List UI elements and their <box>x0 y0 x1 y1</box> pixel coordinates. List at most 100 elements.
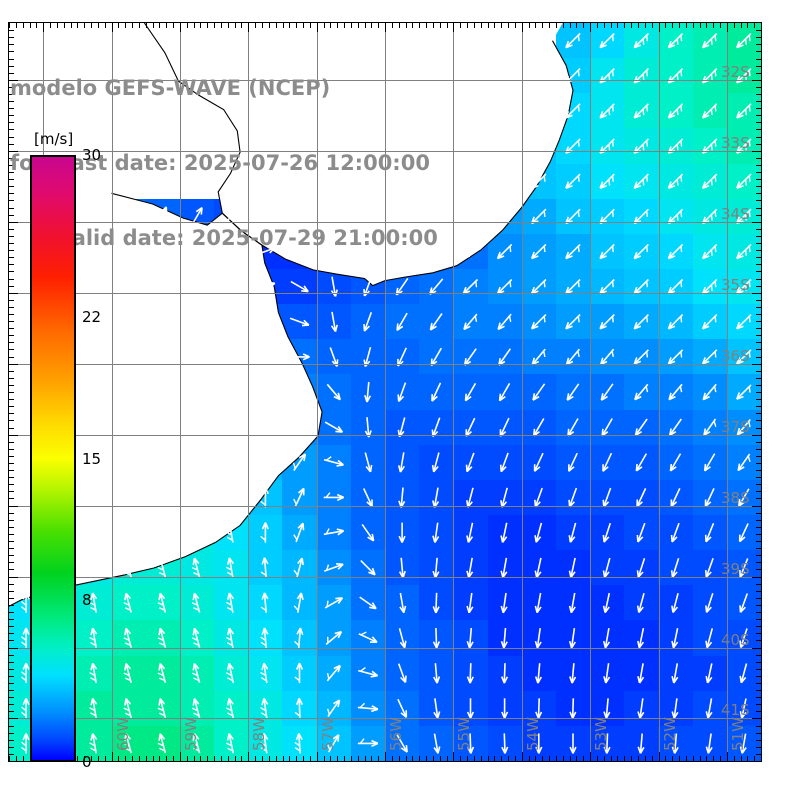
wind-barb <box>671 698 679 719</box>
y-tick-left <box>9 640 14 642</box>
x-tick-top <box>514 23 516 28</box>
x-tick-top <box>282 23 284 28</box>
x-tick-top <box>726 23 728 32</box>
y-tick-left <box>9 505 18 507</box>
y-tick-left <box>9 470 14 472</box>
wind-barb <box>323 492 345 502</box>
wind-barb <box>396 312 408 332</box>
y-tick-right <box>752 505 761 507</box>
coastline-path <box>143 23 574 287</box>
wind-barb <box>259 382 271 402</box>
wind-barb <box>670 557 680 578</box>
wind-barb <box>123 416 132 438</box>
wind-barb <box>599 243 615 260</box>
y-tick-right <box>756 682 761 684</box>
x-tick-top <box>432 23 434 28</box>
x-tick-top <box>43 23 45 32</box>
x-tick-top <box>569 23 571 28</box>
x-tick-bottom <box>555 756 557 761</box>
y-tick-right <box>756 392 761 393</box>
colorbar-tick-label: 15 <box>82 449 102 468</box>
x-tick-top <box>193 23 195 28</box>
y-axis-label: 40S <box>721 630 750 649</box>
x-tick-bottom <box>391 756 393 761</box>
y-tick-right <box>756 271 761 273</box>
x-tick-top <box>173 23 175 28</box>
y-tick-right <box>756 72 761 74</box>
grid-line-vertical <box>590 23 592 761</box>
y-tick-left <box>9 172 14 173</box>
y-tick-left <box>9 399 14 401</box>
y-tick-right <box>756 413 761 415</box>
x-axis-label: 54W <box>523 717 542 751</box>
y-axis-label: 32S <box>721 62 750 81</box>
y-tick-left <box>9 612 14 613</box>
y-tick-left <box>9 292 18 294</box>
wind-barb <box>123 557 132 578</box>
y-axis-label: 39S <box>721 559 750 578</box>
x-axis-label: 59W <box>181 717 200 751</box>
wind-barb <box>498 382 511 402</box>
map-plot-area[interactable]: 61W60W59W58W57W56W55W54W53W52W51W32S33S3… <box>8 22 762 762</box>
grid-line-horizontal <box>9 292 761 294</box>
wind-barb <box>500 557 508 579</box>
x-axis-label: 55W <box>455 717 474 751</box>
x-tick-top <box>426 23 427 28</box>
wind-barb <box>157 698 167 719</box>
wind-barb <box>636 557 646 578</box>
wind-barb <box>602 557 611 578</box>
y-tick-right <box>752 221 761 223</box>
y-tick-right <box>756 101 761 103</box>
wind-barb <box>433 663 441 684</box>
wind-barb <box>701 103 718 119</box>
wind-barb <box>667 32 684 49</box>
wind-barb <box>736 32 752 49</box>
x-tick-bottom <box>473 756 475 761</box>
wind-barb <box>533 452 544 472</box>
wind-barb <box>736 103 752 119</box>
y-tick-right <box>756 179 761 181</box>
x-tick-top <box>104 23 106 28</box>
x-tick-bottom <box>535 756 537 761</box>
wind-barb <box>289 317 310 327</box>
x-tick-top <box>685 23 687 28</box>
wind-barb <box>568 627 576 649</box>
wind-barb <box>739 593 749 613</box>
y-tick-left <box>9 94 14 95</box>
y-tick-right <box>756 406 761 408</box>
x-tick-bottom <box>562 756 564 761</box>
y-tick-right <box>756 569 761 571</box>
x-tick-bottom <box>480 756 482 761</box>
y-tick-right <box>756 612 761 613</box>
x-tick-bottom <box>97 756 99 761</box>
y-tick-right <box>756 562 761 564</box>
grid-line-vertical <box>726 23 728 761</box>
wind-barb <box>534 487 543 508</box>
y-tick-right <box>756 58 761 60</box>
y-tick-left <box>9 604 14 606</box>
y-tick-right <box>756 207 761 209</box>
y-tick-left <box>9 533 14 535</box>
wind-barb <box>293 557 304 578</box>
wind-barb <box>323 528 345 536</box>
wind-barb <box>497 313 512 331</box>
x-tick-bottom <box>241 756 243 761</box>
wind-barb <box>260 487 269 508</box>
y-tick-left <box>9 384 14 386</box>
wind-barb <box>398 522 406 543</box>
y-tick-left <box>9 58 14 60</box>
wind-barb <box>602 592 611 614</box>
y-tick-right <box>756 725 761 727</box>
wind-barb <box>704 522 715 543</box>
y-tick-left <box>9 207 14 209</box>
wind-barb <box>569 733 577 754</box>
wind-barb <box>466 592 474 614</box>
wind-barb <box>739 698 747 719</box>
wind-barb <box>89 662 98 684</box>
x-tick-bottom <box>720 756 721 761</box>
y-tick-left <box>9 306 14 308</box>
x-tick-top <box>364 23 366 28</box>
wind-barb <box>432 522 440 543</box>
wind-barb <box>633 32 649 49</box>
wind-barb <box>462 243 479 260</box>
